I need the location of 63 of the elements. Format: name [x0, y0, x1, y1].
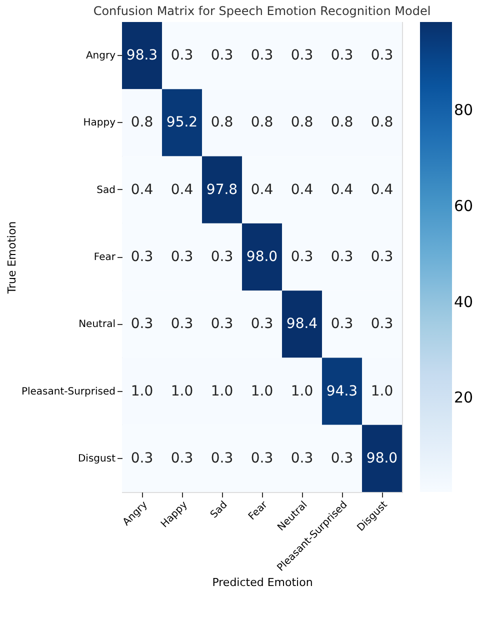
data-label: 97.8 [206, 182, 238, 198]
data-label: 94.3 [326, 383, 358, 400]
data-label: 0.8 [130, 114, 154, 131]
data-label: 0.3 [250, 48, 274, 64]
data-label: 1.0 [370, 383, 394, 400]
data-label: 98.4 [286, 316, 318, 332]
data-label: 0.8 [290, 114, 314, 131]
data-label: 0.8 [370, 114, 394, 131]
data-label: 0.8 [210, 114, 234, 131]
data-label: 0.3 [130, 450, 154, 466]
data-label: 0.3 [210, 249, 234, 265]
data-label: 0.3 [170, 450, 194, 466]
data-label: 0.3 [330, 316, 354, 332]
data-label: 0.3 [330, 48, 354, 64]
data-label: 1.0 [290, 383, 314, 400]
data-label: 0.3 [370, 316, 394, 332]
data-label: 0.3 [170, 249, 194, 265]
data-label: 0.3 [330, 249, 354, 265]
data-label: 0.4 [330, 182, 354, 198]
y-tick-label: Disgust [78, 453, 116, 464]
data-label: 0.4 [370, 182, 394, 198]
data-label: 98.0 [366, 450, 398, 466]
data-label: 0.3 [290, 450, 314, 466]
data-label: 0.3 [290, 249, 314, 265]
y-tick-label: Sad [96, 184, 116, 196]
y-tick-label: Angry [86, 50, 116, 62]
y-tick-label: Pleasant-Surprised [21, 386, 116, 398]
y-tick-label: Happy [83, 118, 116, 129]
data-label: 0.3 [370, 48, 394, 64]
data-label: 0.3 [370, 249, 394, 265]
color-bar-label: 60 [454, 196, 474, 215]
data-label: 98.0 [246, 249, 278, 265]
data-label: 0.4 [170, 182, 194, 198]
color-bar-label: 40 [454, 292, 474, 311]
data-label: 0.3 [170, 316, 194, 332]
data-label: 0.3 [170, 48, 194, 64]
data-label: 0.3 [130, 249, 154, 265]
data-label: 0.3 [210, 316, 234, 332]
y-tick-label: Neutral [78, 319, 116, 330]
data-label: 1.0 [170, 383, 194, 400]
chart-title: Confusion Matrix for Speech Emotion Recognition Model [93, 4, 431, 18]
data-label: 0.3 [210, 450, 234, 466]
data-label: 0.3 [210, 48, 234, 64]
color-bar-label: 80 [454, 101, 474, 120]
data-label: 1.0 [130, 383, 154, 400]
data-label: 0.3 [330, 450, 354, 466]
data-label: 0.3 [130, 316, 154, 332]
data-label: 0.3 [250, 450, 274, 466]
x-axis-title: Predicted Emotion [212, 576, 313, 590]
y-axis-title: True Emotion [5, 221, 18, 295]
data-label: 0.3 [290, 48, 314, 64]
data-label: 98.3 [126, 48, 158, 64]
data-label: 1.0 [210, 383, 234, 400]
data-label: 95.2 [166, 114, 198, 131]
color-bar-label: 20 [454, 388, 474, 407]
data-label: 0.4 [250, 182, 274, 198]
data-label: 1.0 [250, 383, 274, 400]
data-label: 0.3 [250, 316, 274, 332]
data-label: 0.8 [250, 114, 274, 131]
data-label: 0.4 [290, 182, 314, 198]
data-label: 0.4 [130, 182, 154, 198]
data-label: 0.8 [330, 114, 354, 131]
y-tick-label: Fear [94, 252, 116, 263]
